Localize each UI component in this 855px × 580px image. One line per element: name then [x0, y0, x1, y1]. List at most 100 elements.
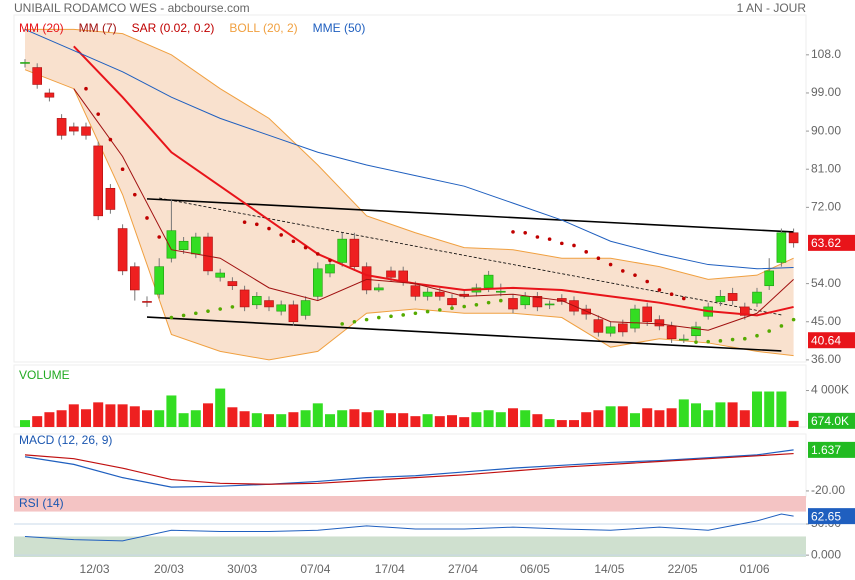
- x-tick-label: 01/06: [740, 562, 770, 576]
- volume-bar: [68, 404, 79, 427]
- sar-dot: [547, 237, 552, 241]
- y-tick-label: 4 000K: [811, 383, 849, 397]
- volume-bar: [129, 406, 140, 427]
- indicator-line: [73, 88, 794, 331]
- volume-bar: [764, 391, 775, 427]
- sar-dot: [694, 340, 698, 344]
- macd-line: [24, 452, 794, 485]
- volume-bar: [56, 410, 67, 427]
- legend-entry: MM (20): [19, 21, 64, 35]
- candle-body: [203, 236, 213, 272]
- candle-body: [312, 268, 323, 297]
- chart-title: UNIBAIL RODAMCO WES - abcbourse.com: [14, 1, 250, 15]
- y-tick-label: 54.00: [811, 276, 841, 290]
- sar-dot: [316, 252, 320, 256]
- candle-body: [678, 338, 689, 341]
- y-tick-label: 36.00: [811, 352, 841, 366]
- volume-bar: [715, 402, 726, 427]
- trendline: [146, 198, 794, 233]
- last-value-label: 63.62: [811, 236, 841, 250]
- sar-dot: [169, 315, 174, 320]
- candle-body: [56, 118, 67, 136]
- sar-dot: [84, 86, 88, 91]
- sar-dot: [682, 296, 686, 301]
- volume-bar: [410, 416, 421, 427]
- sar-dot: [108, 137, 113, 142]
- sar-dot: [340, 322, 345, 326]
- volume-bar: [422, 414, 433, 427]
- y-tick-label: -20.00: [811, 483, 845, 497]
- sar-dot: [133, 192, 137, 197]
- candle-body: [215, 272, 225, 278]
- bollinger-upper: [25, 28, 794, 280]
- x-tick-label: 20/03: [154, 562, 184, 576]
- sar-dot: [511, 230, 515, 234]
- sar-dot: [145, 216, 149, 220]
- candle-body: [361, 266, 372, 291]
- candle-body: [32, 67, 43, 85]
- legend-entry: SAR (0.02, 0.2): [132, 21, 215, 35]
- volume-bar: [361, 412, 372, 427]
- volume-bar: [288, 412, 299, 427]
- sar-dot: [194, 311, 198, 316]
- candle-body: [349, 238, 360, 267]
- y-tick-label: 108.0: [811, 47, 841, 61]
- y-tick-label: 99.00: [811, 85, 841, 99]
- volume-bar: [373, 410, 384, 427]
- volume-bar: [569, 420, 579, 427]
- volume-bar: [227, 407, 238, 427]
- rsi-line: [24, 513, 794, 542]
- candle-body: [422, 291, 433, 297]
- y-tick-label: 72.00: [811, 200, 841, 214]
- candle-body: [715, 296, 726, 303]
- candle-body: [191, 236, 201, 255]
- y-tick-label: 90.00: [811, 123, 841, 137]
- sar-dot: [499, 298, 503, 303]
- candle-body: [520, 296, 531, 306]
- volume-bar: [117, 404, 128, 427]
- candle-body: [447, 298, 457, 306]
- oversold-zone: [14, 536, 806, 557]
- sar-dot: [718, 339, 723, 343]
- volume-bar: [654, 410, 665, 427]
- volume-bar: [337, 410, 348, 427]
- indicator-line: [24, 28, 794, 270]
- last-value-box: [808, 234, 855, 251]
- volume-bar: [276, 414, 287, 427]
- sar-dot: [523, 230, 527, 235]
- sar-dot: [291, 239, 296, 244]
- sar-dot: [755, 333, 759, 338]
- candle-body: [739, 306, 750, 316]
- candle-body: [654, 319, 665, 327]
- sar-dot: [462, 304, 467, 309]
- candle-body: [276, 304, 287, 312]
- volume-bar: [471, 412, 482, 427]
- sar-dot: [181, 313, 186, 318]
- volume-bar: [459, 417, 470, 427]
- candle-body: [325, 264, 335, 274]
- candle-body: [605, 326, 616, 334]
- volume-bar: [739, 410, 750, 427]
- volume-bar: [264, 414, 274, 427]
- candle-body: [630, 308, 640, 329]
- panel-frame: [13, 14, 807, 363]
- volume-bar: [544, 419, 555, 427]
- volume-bar: [630, 413, 640, 427]
- volume-bar: [312, 403, 323, 427]
- legend-entry: MM (7): [79, 21, 117, 35]
- sar-dot: [633, 273, 637, 277]
- volume-bar: [386, 413, 396, 427]
- volume-bar: [154, 410, 165, 427]
- candle-body: [130, 266, 140, 291]
- volume-bar: [593, 410, 604, 427]
- candle-body: [142, 301, 152, 303]
- y-tick-label: 0.000: [811, 547, 841, 561]
- sar-dot: [486, 300, 491, 305]
- candle-body: [666, 325, 677, 339]
- volume-bar: [776, 391, 787, 427]
- volume-bar: [520, 410, 531, 427]
- sar-dot: [157, 235, 161, 239]
- candle-body: [288, 304, 299, 323]
- volume-bar: [691, 403, 701, 427]
